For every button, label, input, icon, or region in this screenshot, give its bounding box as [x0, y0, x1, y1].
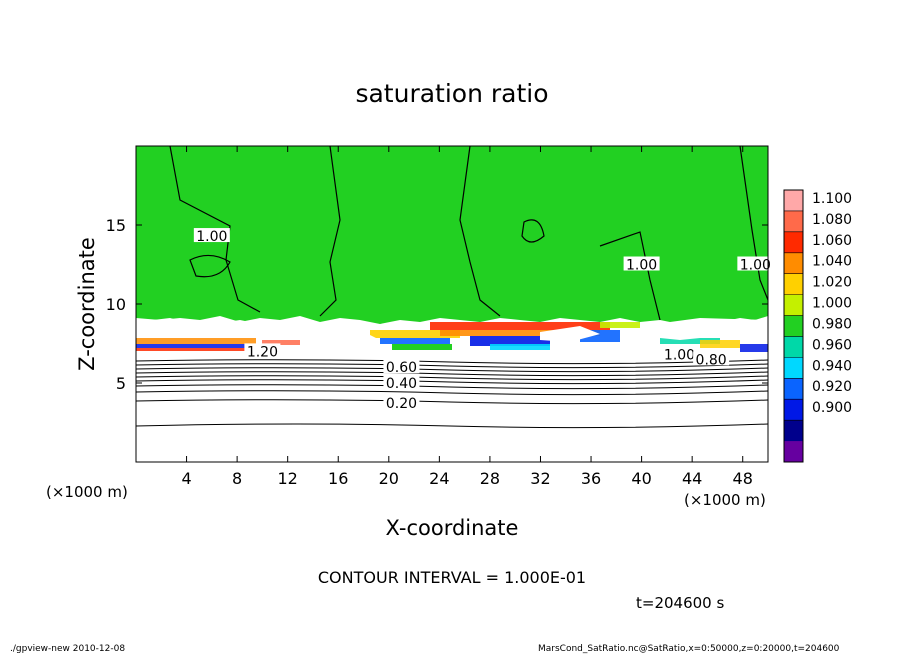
colorbar-label: 1.060	[812, 233, 852, 249]
x-tick-label: 12	[278, 469, 298, 488]
y-axis-label: Z-coordinate	[75, 237, 99, 371]
contour-lines-lower	[136, 359, 768, 429]
colorbar-label: 1.000	[812, 296, 852, 312]
contour-label-bg	[693, 351, 730, 366]
colorbar-swatch	[784, 294, 803, 317]
colorbar-label: 0.960	[812, 337, 852, 353]
colorbar-label: 1.020	[812, 275, 852, 291]
x-tick-label: 28	[480, 469, 500, 488]
cloud-patches	[136, 318, 768, 350]
region-upper-saturated	[136, 146, 768, 324]
y-tick-label: 15	[106, 216, 126, 235]
x-tick-label: 24	[429, 469, 449, 488]
contour-interval-text: CONTOUR INTERVAL = 1.000E-01	[318, 568, 586, 587]
y-axis: 5 10 15	[106, 216, 768, 393]
colorbar-label: 0.940	[812, 358, 852, 374]
chart-title: saturation ratio	[355, 79, 548, 108]
colorbar-label: 1.080	[812, 212, 852, 228]
colorbar-label: 0.920	[812, 379, 852, 395]
x-tick-label: 4	[181, 469, 191, 488]
footer-left: ./gpview-new 2010-12-08	[10, 644, 125, 654]
colorbar-swatch	[784, 441, 803, 463]
y-tick-label: 5	[116, 374, 126, 393]
x-tick-label: 32	[530, 469, 550, 488]
colorbar-swatch	[784, 190, 803, 212]
contour-label: 1.20	[247, 344, 278, 360]
colorbar-label: 0.980	[812, 316, 852, 332]
contour-lines-upper	[169, 146, 768, 321]
colorbar-swatch	[784, 378, 803, 400]
contour-label: 0.60	[386, 360, 417, 376]
x-tick-label: 36	[581, 469, 601, 488]
colorbar-frame	[783, 189, 804, 463]
contour-label: 1.00	[740, 258, 771, 274]
contour-label-bg	[737, 256, 774, 271]
contour-label: 1.00	[196, 229, 227, 245]
contour-label-bg	[383, 375, 420, 389]
colorbar-swatch	[784, 357, 803, 379]
plot-area	[136, 146, 768, 462]
x-axis: 4 8 12 16 20 24 28 32 36 40 44 48	[181, 146, 753, 488]
colorbar-label: 1.100	[812, 191, 852, 207]
colorbar-swatch	[784, 399, 803, 421]
contour-label: 0.80	[696, 352, 727, 368]
colorbar-label: 0.900	[812, 400, 852, 416]
contour-label: 1.00	[626, 258, 657, 274]
x-tick-label: 44	[682, 469, 702, 488]
x-tick-label: 40	[631, 469, 651, 488]
contour-labels: 0.200.400.601.201.001.00 1.001.00 0.80	[193, 228, 774, 412]
x-axis-unit-left: (×1000 m)	[46, 483, 128, 501]
colorbar-swatch	[784, 273, 803, 296]
footer-right: MarsCond_SatRatio.nc@SatRatio,x=0:50000,…	[538, 644, 840, 654]
x-tick-label: 20	[379, 469, 399, 488]
x-axis-label: X-coordinate	[386, 516, 519, 540]
x-tick-label: 48	[733, 469, 753, 488]
cloud-layer-colors	[136, 322, 768, 356]
colorbar-swatch	[784, 231, 803, 254]
colorbar-swatch	[784, 315, 803, 337]
contour-label: 0.20	[386, 396, 417, 412]
contour-label-bg	[383, 359, 420, 374]
contour-label-bg	[383, 394, 420, 409]
x-axis-unit-right: (×1000 m)	[684, 491, 766, 509]
contour-label: 1.00	[664, 348, 695, 364]
colorbar-label: 1.040	[812, 254, 852, 270]
x-tick-label: 16	[328, 469, 348, 488]
colorbar-swatch	[784, 252, 803, 275]
colorbar-swatch	[784, 336, 803, 358]
contour-label-bg	[193, 228, 230, 243]
contour-label-bg	[244, 343, 281, 358]
y-tick-label: 10	[106, 295, 126, 314]
colorbar-swatch	[784, 210, 803, 233]
contour-label-bg	[661, 346, 698, 361]
colorbar: 1.100 1.080 1.060 1.040 1.020 1.000 0.980 0.960…	[783, 189, 852, 463]
contour-label-bg	[623, 256, 660, 271]
time-label: t=204600 s	[636, 594, 724, 612]
contour-label: 0.40	[386, 376, 417, 392]
colorbar-swatch	[784, 420, 803, 442]
x-tick-label: 8	[232, 469, 242, 488]
